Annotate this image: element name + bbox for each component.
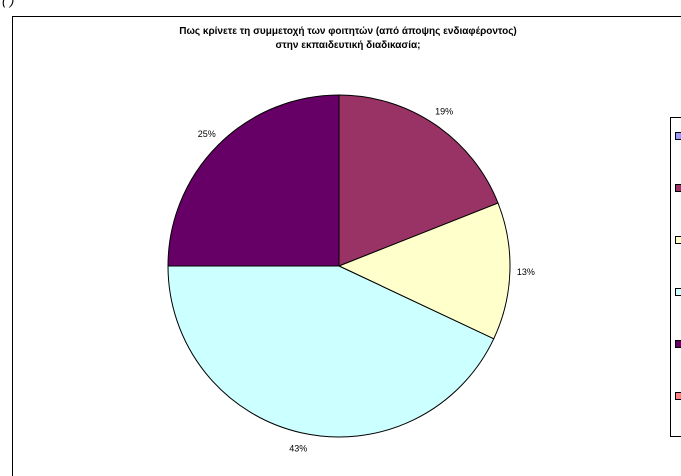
header-text: ( ) [2, 0, 15, 8]
pie-slice-3 [167, 265, 495, 438]
pie-chart: 19% 13% 43% 25% [167, 94, 535, 453]
legend-swatch-5 [675, 392, 681, 400]
pie-slice-4 [167, 94, 340, 267]
pie-label-4: 25% [198, 129, 216, 139]
legend-swatch-2 [675, 236, 681, 244]
chart-title-line-2: στην εκπαιδευτική διαδικασία; [275, 40, 421, 51]
legend-swatch-0 [675, 132, 681, 140]
pie-label-3: 43% [289, 443, 307, 453]
pie-slice-1 [338, 94, 499, 267]
legend: 012345 [670, 117, 681, 437]
pie-label-1: 19% [435, 106, 453, 116]
legend-swatch-1 [675, 184, 681, 192]
pie-label-2: 13% [517, 267, 535, 277]
legend-swatch-4 [675, 340, 681, 348]
chart-title-line-1: Πως κρίνετε τη συμμετοχή των φοιτητών (α… [179, 26, 517, 37]
legend-swatch-3 [675, 288, 681, 296]
clipped-header-text: ( ) [0, 0, 681, 16]
chart-area: Πως κρίνετε τη συμμετοχή των φοιτητών (α… [12, 16, 681, 476]
chart-title: Πως κρίνετε τη συμμετοχή των φοιτητών (α… [13, 25, 681, 53]
pie-slice-2 [337, 202, 511, 340]
